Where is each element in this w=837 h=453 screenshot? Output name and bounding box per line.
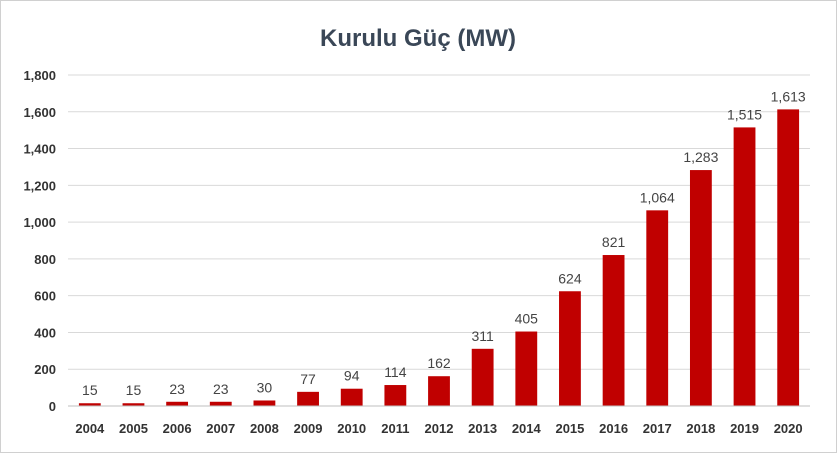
y-tick-label: 800: [34, 252, 56, 267]
data-label: 30: [257, 379, 273, 395]
data-label: 1,515: [727, 106, 762, 122]
y-tick-label: 200: [34, 362, 56, 377]
bar: [253, 400, 276, 406]
y-tick-label: 1,800: [23, 68, 56, 83]
data-label: 23: [213, 381, 229, 397]
data-label: 311: [471, 328, 494, 344]
x-tick-label: 2013: [468, 421, 497, 436]
x-tick-label: 2019: [730, 421, 759, 436]
gridlines: [68, 74, 810, 370]
bar: [646, 210, 669, 406]
x-tick-label: 2016: [599, 421, 628, 436]
data-label: 405: [515, 311, 539, 327]
data-label: 1,283: [683, 149, 718, 165]
bar: [559, 291, 581, 406]
x-tick-label: 2020: [774, 421, 803, 436]
bar: [428, 376, 450, 406]
bar: [471, 348, 494, 406]
x-tick-label: 2004: [75, 421, 105, 436]
data-label: 15: [82, 382, 98, 398]
bar: [340, 388, 363, 406]
x-tick-label: 2007: [206, 421, 235, 436]
bars: [78, 109, 800, 407]
x-tick-label: 2009: [294, 421, 323, 436]
x-tick-label: 2014: [512, 421, 542, 436]
y-tick-label: 0: [49, 399, 56, 414]
data-label: 1,613: [771, 88, 806, 104]
y-tick-label: 1,400: [23, 142, 56, 157]
bar: [602, 255, 625, 406]
x-tick-label: 2011: [381, 421, 409, 436]
data-label: 1,064: [640, 189, 675, 205]
data-label: 15: [126, 382, 142, 398]
bar: [166, 401, 189, 406]
chart-title: Kurulu Güç (MW): [320, 25, 516, 52]
bar: [515, 331, 538, 406]
data-label: 23: [169, 381, 185, 397]
data-label: 821: [602, 234, 626, 250]
data-labels: 15 15 23 23 30 77 94 114 162 311 405 624 821 1,064 1,2…: [82, 88, 806, 398]
bar: [122, 403, 145, 406]
bar: [733, 127, 756, 407]
x-tick-label: 2012: [425, 421, 454, 436]
data-label: 624: [558, 270, 582, 286]
x-axis-ticks: 2004 2005 2006 2007 2008 2009 2010 2011 2012 2013…: [75, 421, 802, 436]
y-axis-ticks: 0 200 400 600 800 1,000 1,200 1,400 1,600 1,800: [23, 68, 56, 414]
y-tick-label: 400: [34, 325, 56, 340]
data-label: 114: [384, 364, 407, 380]
y-tick-label: 1,200: [23, 178, 56, 193]
data-label: 77: [300, 371, 316, 387]
x-tick-label: 2018: [686, 421, 715, 436]
x-tick-label: 2005: [119, 421, 148, 436]
y-tick-label: 600: [34, 289, 56, 304]
bar: [689, 170, 712, 406]
bar: [78, 403, 101, 406]
x-tick-label: 2010: [337, 421, 366, 436]
x-tick-label: 2008: [250, 421, 279, 436]
y-tick-label: 1,600: [23, 105, 56, 120]
bar: [777, 109, 800, 407]
data-label: 162: [427, 355, 451, 371]
x-tick-label: 2015: [555, 421, 584, 436]
x-tick-label: 2017: [643, 421, 672, 436]
y-tick-label: 1,000: [23, 215, 56, 230]
data-label: 94: [344, 368, 360, 384]
bar: [209, 401, 232, 406]
bar: [297, 391, 319, 406]
bar: [384, 385, 407, 406]
x-tick-label: 2006: [163, 421, 192, 436]
